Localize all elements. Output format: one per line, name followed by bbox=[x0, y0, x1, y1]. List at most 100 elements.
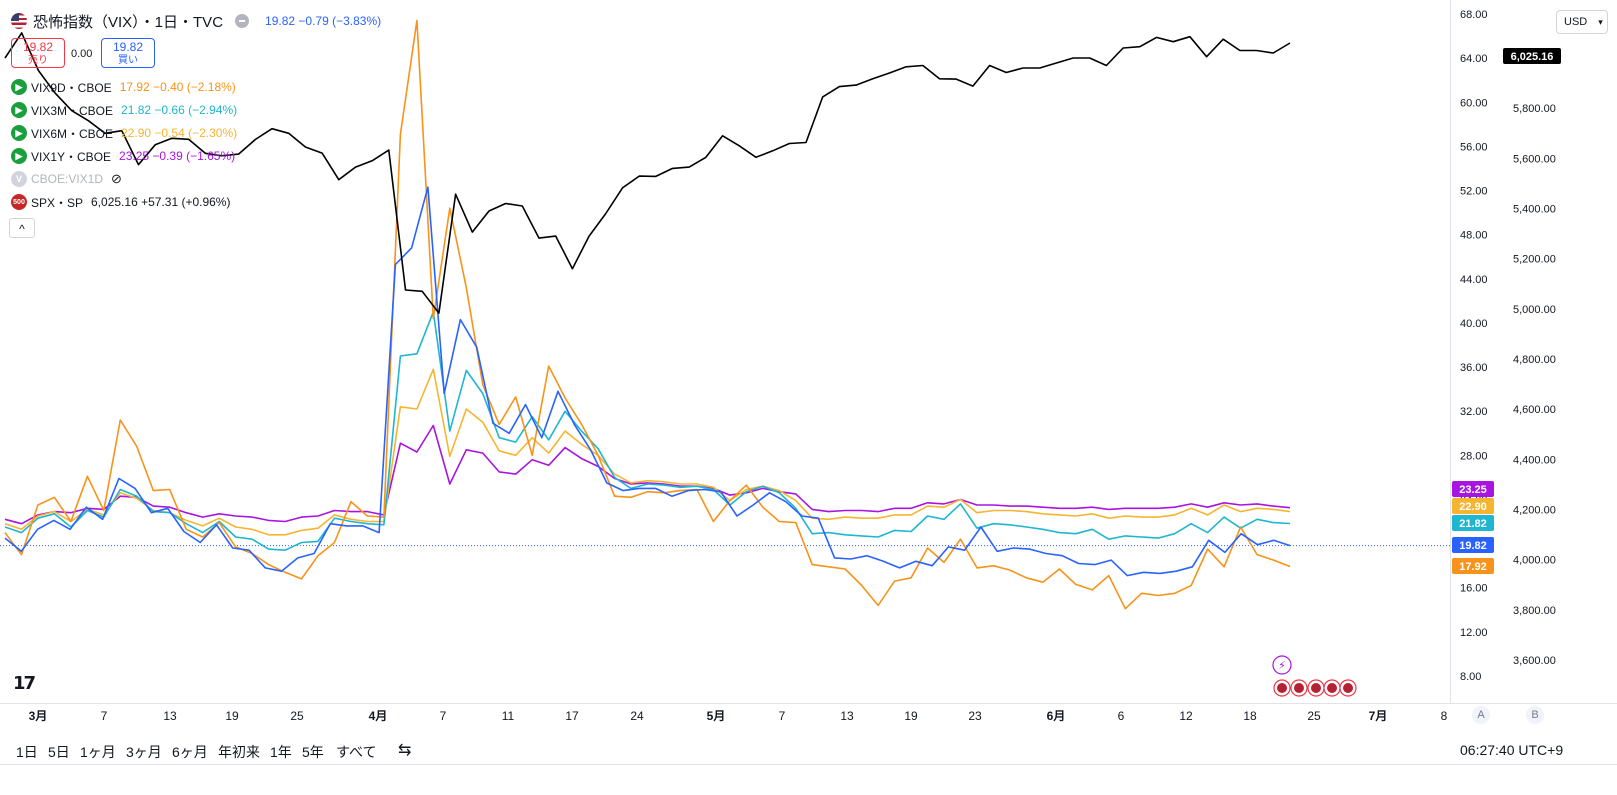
x-axis-tick-label: 5月 bbox=[707, 709, 726, 723]
legend-spx[interactable]: 500 SPX・SP 6,025.16 +57.31 (+0.96%) bbox=[11, 192, 230, 212]
left-axis-tick-label: 64.00 bbox=[1460, 53, 1488, 65]
play-icon: ▶ bbox=[11, 148, 27, 164]
series-line-vix9d bbox=[4, 19, 1291, 610]
series-line-vix3m bbox=[4, 311, 1291, 552]
right-axis-tick-label: 5,000.00 bbox=[1513, 304, 1556, 316]
timeframe-1d[interactable]: 1日 bbox=[16, 744, 38, 760]
x-axis-tick-label: 13 bbox=[840, 709, 854, 723]
left-axis-tick-label: 68.00 bbox=[1460, 9, 1488, 21]
x-axis-tick-label: 7 bbox=[101, 709, 108, 723]
x-axis-tick-label: 23 bbox=[968, 709, 982, 723]
right-axis-tick-label: 5,200.00 bbox=[1513, 254, 1556, 266]
timeframe-5y[interactable]: 5年 bbox=[302, 744, 324, 760]
x-axis-tick-label: 8 bbox=[1441, 709, 1448, 723]
x-axis-tick-label: 13 bbox=[163, 709, 177, 723]
chevron-down-icon: ▾ bbox=[1598, 17, 1603, 27]
flag-fill bbox=[1277, 683, 1287, 693]
left-axis-tick-label: 44.00 bbox=[1460, 274, 1488, 286]
symbol-header: 恐怖指数（VIX）・1日・TVC 19.82 −0.79 (−3.83%) bbox=[11, 10, 381, 32]
play-icon: ▶ bbox=[11, 125, 27, 141]
bottom-divider bbox=[0, 764, 1617, 765]
symbol-title[interactable]: 恐怖指数（VIX）・1日・TVC bbox=[33, 13, 224, 31]
legend-values: 23.25 −0.39 (−1.65%) bbox=[119, 149, 236, 163]
left-axis-tick-label: 60.00 bbox=[1460, 97, 1488, 109]
bottom-toolbar: 1日 5日 1ヶ月 3ヶ月 6ヶ月 年初来 1年 5年 すべて ⇆ 06:27:… bbox=[0, 734, 1617, 764]
legend-vix3m[interactable]: ▶ VIX3M・CBOE 21.82 −0.66 (−2.94%) bbox=[11, 100, 237, 120]
legend-values: 21.82 −0.66 (−2.94%) bbox=[121, 103, 238, 117]
last-value-label-vix: 19.82 bbox=[1459, 540, 1487, 552]
x-axis-tick-label: 17 bbox=[565, 709, 579, 723]
last-value-label-vix1y: 23.25 bbox=[1459, 484, 1487, 496]
sell-button[interactable]: 19.82 売り bbox=[11, 38, 65, 68]
legend-name: CBOE:VIX1D bbox=[31, 172, 104, 186]
x-axis-tick-label: 18 bbox=[1243, 709, 1257, 723]
timeframe-6m[interactable]: 6ヶ月 bbox=[172, 744, 208, 760]
eye-hidden-icon[interactable]: ⊘ bbox=[111, 171, 122, 186]
last-value-label-spx: 6,025.16 bbox=[1511, 51, 1554, 63]
axis-mode-button-b[interactable]: B bbox=[1526, 706, 1544, 724]
time-axis-divider bbox=[0, 703, 1617, 704]
timeframe-all[interactable]: すべて bbox=[336, 744, 377, 760]
x-axis-tick-label: 7月 bbox=[1369, 709, 1388, 723]
left-axis-tick-label: 52.00 bbox=[1460, 186, 1488, 198]
price-axis-divider bbox=[1450, 0, 1451, 703]
legend-vix1d[interactable]: V CBOE:VIX1D ⊘ bbox=[11, 169, 122, 189]
legend-name: VIX1Y・CBOE bbox=[31, 149, 112, 164]
date-range-icon[interactable]: ⇆ bbox=[398, 742, 412, 759]
tradingview-logo-icon[interactable]: 17 bbox=[13, 673, 36, 694]
timeframe-3m[interactable]: 3ヶ月 bbox=[126, 744, 162, 760]
play-icon: ▶ bbox=[11, 102, 27, 118]
sell-price: 19.82 bbox=[22, 40, 54, 54]
minimize-icon[interactable] bbox=[235, 14, 250, 28]
x-axis-tick-label: 3月 bbox=[29, 709, 48, 723]
legend-vix9d[interactable]: ▶ VIX9D・CBOE 17.92 −0.40 (−2.18%) bbox=[11, 77, 236, 97]
timeframe-1y[interactable]: 1年 bbox=[270, 744, 292, 760]
legend-name: VIX6M・CBOE bbox=[31, 126, 114, 141]
legend-values: 22.90 −0.54 (−2.30%) bbox=[121, 126, 238, 140]
last-value-badge-spx bbox=[1503, 48, 1561, 64]
last-value-badge-vix bbox=[1452, 537, 1494, 553]
right-axis-tick-label: 4,200.00 bbox=[1513, 505, 1556, 517]
sp500-badge-icon: 500 bbox=[11, 194, 27, 210]
right-axis-tick-label: 4,800.00 bbox=[1513, 354, 1556, 366]
right-axis-tick-label: 3,800.00 bbox=[1513, 605, 1556, 617]
series-line-vix1y bbox=[4, 424, 1291, 525]
x-axis-tick-label: 12 bbox=[1179, 709, 1193, 723]
last-value-badge-vix1y bbox=[1452, 481, 1494, 497]
right-axis-tick-label: 4,600.00 bbox=[1513, 404, 1556, 416]
right-axis-tick-label: 5,400.00 bbox=[1513, 204, 1556, 216]
legend-vix1y[interactable]: ▶ VIX1Y・CBOE 23.25 −0.39 (−1.65%) bbox=[11, 146, 235, 166]
left-axis-tick-label: 36.00 bbox=[1460, 362, 1488, 374]
clock[interactable]: 06:27:40 UTC+9 bbox=[1460, 742, 1564, 758]
last-value-badge-vix3m bbox=[1452, 515, 1494, 531]
auto-scale-button[interactable]: A bbox=[1472, 706, 1490, 724]
v-badge-icon: V bbox=[11, 171, 27, 187]
right-axis-tick-label: 3,600.00 bbox=[1513, 655, 1556, 667]
left-axis-tick-label: 56.00 bbox=[1460, 141, 1488, 153]
last-value-label-vix3m: 21.82 bbox=[1459, 518, 1487, 530]
collapse-legend-button[interactable]: ^ bbox=[9, 218, 35, 238]
x-axis-tick-label: 19 bbox=[225, 709, 239, 723]
timeframe-5d[interactable]: 5日 bbox=[48, 744, 70, 760]
flag-fill bbox=[1311, 683, 1321, 693]
last-value-badge-vix6m bbox=[1452, 498, 1494, 514]
timeframe-ytd[interactable]: 年初来 bbox=[218, 744, 260, 760]
legend-vix6m[interactable]: ▶ VIX6M・CBOE 22.90 −0.54 (−2.30%) bbox=[11, 123, 237, 143]
x-axis-tick-label: 25 bbox=[290, 709, 304, 723]
last-value-label-vix9d: 17.92 bbox=[1459, 561, 1487, 573]
x-axis-tick-label: 24 bbox=[630, 709, 644, 723]
buy-button[interactable]: 19.82 買い bbox=[101, 38, 155, 68]
x-axis-tick-label: 4月 bbox=[369, 709, 388, 723]
lightning-glyph: ⚡ bbox=[1278, 659, 1286, 672]
x-axis-tick-label: 19 bbox=[904, 709, 918, 723]
timeframe-1m[interactable]: 1ヶ月 bbox=[80, 744, 116, 760]
x-axis-tick-label: 6月 bbox=[1047, 709, 1066, 723]
left-axis-tick-label: 32.00 bbox=[1460, 406, 1488, 418]
legend-name: VIX9D・CBOE bbox=[31, 80, 112, 95]
currency-label: USD bbox=[1564, 16, 1588, 28]
currency-selector[interactable]: USD ▾ bbox=[1556, 10, 1608, 34]
left-axis-tick-label: 8.00 bbox=[1460, 671, 1481, 683]
flag-fill bbox=[1343, 683, 1353, 693]
